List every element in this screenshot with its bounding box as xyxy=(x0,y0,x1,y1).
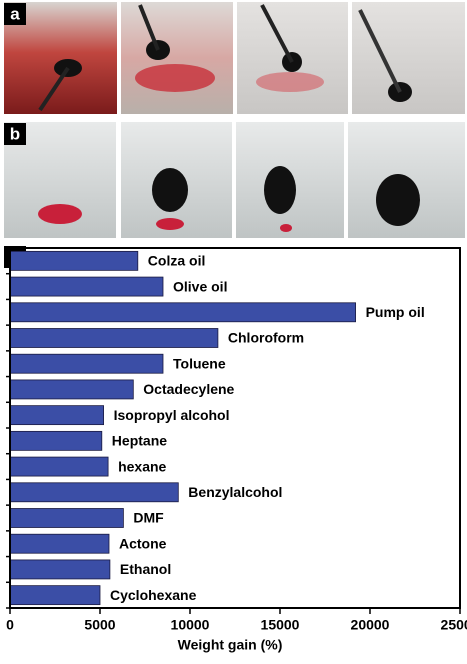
photo-row-b xyxy=(4,122,465,238)
bar xyxy=(9,302,357,323)
bar-label: Heptane xyxy=(112,433,167,449)
bar xyxy=(9,405,104,426)
bar-label: Cyclohexane xyxy=(110,587,197,603)
bar xyxy=(9,533,110,554)
x-tick-label: 25000 xyxy=(441,617,467,633)
x-tick-label: 5000 xyxy=(84,617,115,633)
bar-label: Colza oil xyxy=(148,253,206,269)
x-tick-label: 20000 xyxy=(351,617,390,633)
bar-label: Octadecylene xyxy=(143,381,234,397)
bar xyxy=(9,276,164,297)
bar-label: Toluene xyxy=(173,355,226,371)
bar xyxy=(9,250,139,271)
x-tick-label: 0 xyxy=(6,617,14,633)
bar-label: Benzylalcohol xyxy=(188,484,282,500)
bar-label: Pump oil xyxy=(366,304,425,320)
bar-label: Isopropyl alcohol xyxy=(114,407,230,423)
photo-row-a xyxy=(4,2,465,114)
bar xyxy=(9,585,101,606)
plot-frame xyxy=(9,247,461,609)
bar xyxy=(9,353,164,374)
bar xyxy=(9,559,111,580)
bar-label: hexane xyxy=(118,458,166,474)
bar-label: Chloroform xyxy=(228,330,304,346)
bar-label: Olive oil xyxy=(173,278,227,294)
bar-chart: Colza oil Olive oil Pump oil ChloroformTolu… xyxy=(6,247,467,653)
bar xyxy=(9,508,124,528)
panel-label-box xyxy=(4,123,26,145)
bar-label: Ethanol xyxy=(120,561,171,577)
panel-label: a xyxy=(10,4,20,23)
x-axis-label: Weight gain (%) xyxy=(178,637,283,653)
panel-label-box xyxy=(4,3,26,25)
bar xyxy=(9,430,103,451)
x-tick-label: 15000 xyxy=(261,617,300,633)
bar-label: DMF xyxy=(133,510,164,526)
bar-label: Actone xyxy=(119,535,167,551)
bar xyxy=(9,379,134,400)
bar xyxy=(9,482,179,503)
panel-label: b xyxy=(10,124,20,143)
bar xyxy=(9,456,109,477)
bar xyxy=(9,328,219,348)
x-tick-label: 10000 xyxy=(171,617,210,633)
